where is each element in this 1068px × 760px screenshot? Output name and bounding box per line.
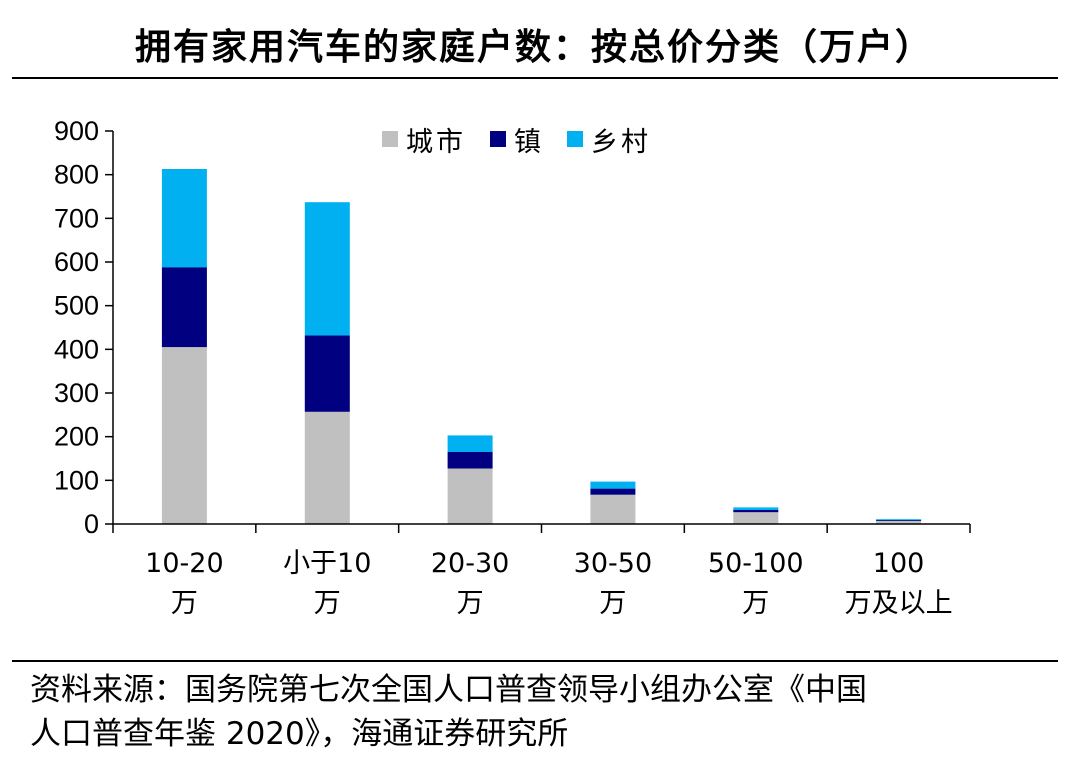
bar-城市-5 — [876, 520, 922, 524]
stacked-bar-chart: 0 100 200 300 400 500 600 700 800 900 10-20 万 小于10 万 2… — [54, 116, 971, 619]
legend-swatch-镇 — [490, 131, 506, 147]
legend-swatch-城市 — [382, 131, 398, 147]
bar-镇-4 — [733, 510, 779, 513]
y-tick-label: 900 — [54, 116, 99, 146]
y-tick-label: 200 — [54, 422, 99, 452]
axes-layer: 0 100 200 300 400 500 600 700 800 900 10-20 万 小于10 万 2… — [54, 116, 971, 619]
bar-镇-5 — [876, 520, 922, 521]
bar-乡村-3 — [590, 481, 636, 489]
x-tick-label: 万及以上 — [845, 588, 953, 619]
x-tick-label: 小于10 — [283, 548, 371, 579]
chart-title: 拥有家用汽车的家庭户数：按总价分类（万户） — [134, 27, 933, 68]
legend: 城市 镇 乡村 — [382, 127, 651, 158]
x-tick-label: 万 — [599, 588, 626, 619]
title-divider — [12, 77, 1058, 79]
legend-label-镇: 镇 — [514, 127, 544, 158]
source-divider — [12, 660, 1058, 662]
y-tick-label: 100 — [54, 465, 99, 495]
source-line-2: 人口普查年鉴 2020》，海通证券研究所 — [30, 716, 569, 752]
y-tick-label: 800 — [54, 160, 99, 190]
bar-城市-4 — [733, 512, 779, 524]
x-tick-label: 万 — [457, 588, 484, 619]
bar-乡村-0 — [161, 169, 207, 268]
x-tick-label: 100 — [873, 548, 925, 579]
bar-城市-1 — [304, 411, 350, 524]
x-tick-label: 10-20 — [145, 548, 223, 579]
legend-swatch-乡村 — [567, 131, 583, 147]
x-tick-label: 万 — [314, 588, 341, 619]
bar-镇-0 — [161, 267, 207, 348]
x-tick-label: 50-100 — [708, 548, 804, 579]
bars-layer — [161, 169, 922, 524]
bar-乡村-1 — [304, 202, 350, 336]
bar-镇-2 — [447, 451, 493, 469]
y-tick-label: 400 — [54, 334, 99, 364]
y-tick-label: 0 — [84, 509, 99, 539]
bar-乡村-4 — [733, 507, 779, 510]
legend-label-乡村: 乡村 — [591, 127, 651, 158]
bar-镇-3 — [590, 488, 636, 495]
x-tick-label: 20-30 — [431, 548, 509, 579]
bar-城市-0 — [161, 347, 207, 524]
bar-城市-3 — [590, 494, 636, 524]
bar-乡村-2 — [447, 435, 493, 452]
source-note: 资料来源：国务院第七次全国人口普查领导小组办公室《中国 人口普查年鉴 2020》… — [30, 668, 1040, 756]
legend-label-城市: 城市 — [406, 127, 466, 158]
bar-城市-2 — [447, 468, 493, 524]
x-tick-label: 万 — [171, 588, 198, 619]
bar-乡村-5 — [876, 519, 922, 521]
y-tick-label: 700 — [54, 203, 99, 233]
source-line-1: 资料来源：国务院第七次全国人口普查领导小组办公室《中国 — [30, 672, 867, 708]
bar-镇-1 — [304, 335, 350, 412]
x-tick-label: 30-50 — [574, 548, 652, 579]
y-tick-label: 500 — [54, 291, 99, 321]
y-tick-label: 300 — [54, 378, 99, 408]
y-tick-label: 600 — [54, 247, 99, 277]
x-tick-label: 万 — [742, 588, 769, 619]
